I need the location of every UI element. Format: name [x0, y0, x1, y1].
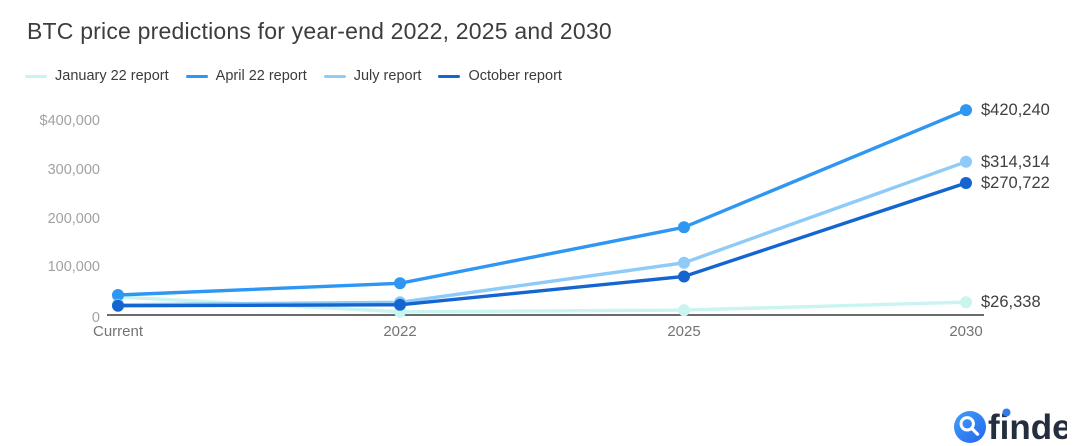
magnifying-glass-handle — [970, 426, 980, 436]
series-line-april-22-report — [116, 108, 968, 297]
x-axis-tick-label: Current — [92, 323, 144, 340]
legend-item-april-22-report[interactable]: April 22 report — [185, 68, 307, 84]
legend-label: April 22 report — [215, 68, 307, 84]
logo-i-dot — [1002, 408, 1011, 417]
logo-wordmark: finder — [988, 408, 1067, 445]
series-point-october-report-2022[interactable] — [394, 298, 406, 311]
legend-label: October report — [468, 68, 562, 84]
y-axis-tick-label: 300,000 — [47, 161, 100, 178]
y-axis-tick-label: 100,000 — [47, 259, 100, 276]
series-point-october-report-2025[interactable] — [678, 270, 690, 283]
magnifying-glass-icon — [959, 416, 975, 432]
series-end-value-label: $270,722 — [981, 174, 1050, 193]
series-end-value-label: $26,338 — [981, 293, 1041, 312]
legend-item-july-report[interactable]: July report — [323, 68, 422, 84]
series-point-january-22-report-2025[interactable] — [678, 304, 690, 317]
finder-logo[interactable]: finder — [953, 401, 1067, 445]
x-axis-tick-label: 2025 — [667, 323, 701, 340]
series-point-april-22-report-2025[interactable] — [678, 221, 690, 234]
legend-label: January 22 report — [55, 68, 169, 84]
y-axis-tick-label: $400,000 — [39, 113, 100, 129]
logo-circle — [954, 411, 986, 443]
legend-item-january-22-report[interactable]: January 22 report — [25, 68, 169, 84]
legend-label: July report — [353, 68, 422, 84]
series-point-january-22-report-2030[interactable] — [960, 296, 972, 309]
series-end-value-label: $420,240 — [981, 101, 1050, 120]
x-axis-tick-label: 2030 — [949, 323, 983, 340]
series-line-october-report — [116, 181, 968, 308]
x-axis-tick-label: 2022 — [383, 323, 417, 340]
series-point-october-report-current[interactable] — [112, 299, 124, 312]
series-end-value-label: $314,314 — [981, 152, 1050, 171]
series-line-july-report — [116, 160, 968, 307]
chart-title: BTC price predictions for year-end 2022,… — [27, 18, 612, 44]
series-point-october-report-2030[interactable] — [960, 177, 972, 189]
y-axis-tick-label: 200,000 — [47, 210, 100, 227]
series-point-july-report-2025[interactable] — [678, 256, 690, 269]
legend-swatch-icon — [25, 74, 47, 78]
legend-swatch-icon — [438, 74, 461, 78]
series-point-july-report-2030[interactable] — [960, 155, 972, 168]
series-point-april-22-report-2030[interactable] — [960, 104, 972, 117]
chart-legend: January 22 report April 22 report July r… — [25, 68, 562, 84]
legend-swatch-icon — [185, 74, 208, 78]
series-point-april-22-report-current[interactable] — [112, 289, 124, 301]
legend-item-october-report[interactable]: October report — [438, 68, 562, 84]
legend-swatch-icon — [323, 74, 346, 78]
y-axis-tick-label: 0 — [91, 310, 100, 326]
series-point-april-22-report-2022[interactable] — [394, 277, 406, 290]
